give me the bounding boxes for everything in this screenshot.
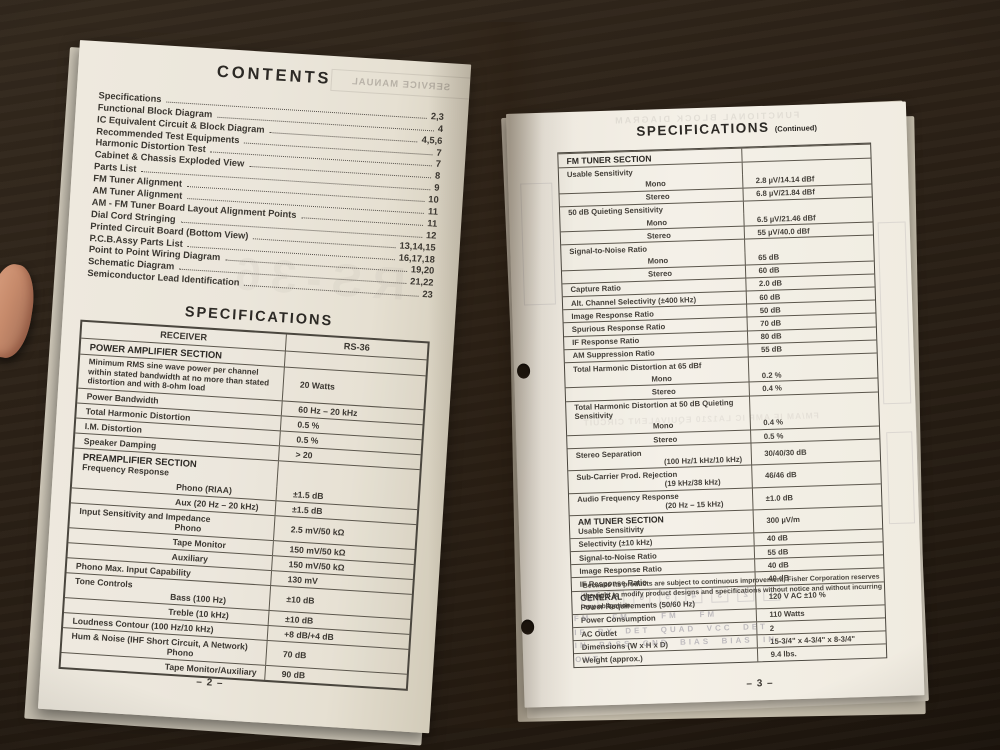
toc-page-number: 10 xyxy=(428,194,439,205)
ghost-diagram-box xyxy=(886,431,916,525)
toc-page-number: 23 xyxy=(422,289,434,300)
toc-dot-leader xyxy=(244,285,419,297)
left-page: SERVICE MANUAL RS-36 CONTENTS Specificat… xyxy=(37,40,472,734)
punch-hole xyxy=(516,363,531,379)
title-text: SPECIFICATIONS xyxy=(636,119,770,139)
toc-page-number: 9 xyxy=(433,182,440,194)
ghost-diagram-box xyxy=(520,182,557,306)
row-value: 0.5 % xyxy=(296,434,319,446)
toc-page-number: 11 xyxy=(427,206,439,217)
row-value: 70 dB xyxy=(760,318,782,329)
ghost-pin-number: 5 xyxy=(659,588,677,605)
receiver-spec-table: RECEIVER RS-36 POWER AMPLIFIER SECTION Mi… xyxy=(58,319,430,691)
row-value: 60 dB xyxy=(759,292,781,302)
toc-page-number: 2,3 xyxy=(430,111,445,122)
row-value: 150 mV/50 kΩ xyxy=(288,558,345,573)
thumb-holding-page xyxy=(0,261,40,361)
row-value: 70 dB xyxy=(282,648,307,661)
row-value: 300 µV/m xyxy=(766,515,801,526)
page-number: – 3 – xyxy=(746,677,774,690)
row-value: 55 µV/40.0 dBf xyxy=(757,226,810,237)
row-value: 30/40/30 dB xyxy=(764,447,807,459)
row-value: +8 dB/+4 dB xyxy=(283,628,335,642)
row-value: 0.2 % xyxy=(761,370,782,380)
ghost-diagram-box xyxy=(877,221,912,405)
row-value: ±1.5 dB xyxy=(292,488,324,501)
row-value: 150 mV/50 kΩ xyxy=(289,543,346,558)
title-suffix: (Continued) xyxy=(774,123,818,134)
row-value: 40 dB xyxy=(766,533,789,544)
row-value: 0.5 % xyxy=(763,430,784,441)
row-value: 65 dB xyxy=(758,252,780,263)
toc-page-number: 7 xyxy=(436,147,442,158)
ghost-pin-number: 1 xyxy=(762,585,781,602)
specifications-continued-title: SPECIFICATIONS (Continued) xyxy=(561,116,891,141)
row-value: 50 dB xyxy=(759,305,781,315)
ghost-pin-number: 7 xyxy=(607,590,625,607)
row-value: 20 Watts xyxy=(299,379,336,392)
ghost-pin-number: 4 xyxy=(684,588,703,604)
row-value: 2.0 dB xyxy=(758,278,783,289)
toc-page-number: 11 xyxy=(427,218,438,229)
row-value: ±10 dB xyxy=(284,613,314,626)
row-value: ±1.5 dB xyxy=(291,503,323,516)
row-value: 0.4 % xyxy=(763,417,784,428)
punch-hole xyxy=(520,619,535,635)
row-value: 90 dB xyxy=(281,668,306,681)
toc-page-number: 4,5,6 xyxy=(421,134,443,146)
row-value: 130 mV xyxy=(287,573,319,586)
row-value: 0.5 % xyxy=(297,419,320,431)
row-value: 80 dB xyxy=(760,331,782,342)
row-value: 6.8 µV/21.84 dBf xyxy=(756,187,815,199)
ghost-pin-number: 8 xyxy=(581,591,599,607)
toc-page-number: 7 xyxy=(435,159,442,170)
row-value: 55 dB xyxy=(760,344,783,355)
ghost-pin-number: 3 xyxy=(710,587,729,603)
row-value: ±1.0 dB xyxy=(765,492,794,503)
ghost-ic-pin-labels: FM FM FM FM IF BY DET QUAD VCC DET IN PASS… xyxy=(574,604,836,666)
row-value: 2.5 mV/50 kΩ xyxy=(290,523,345,538)
row-value: 0.4 % xyxy=(762,383,783,394)
row-value: 2.8 µV/14.14 dBf xyxy=(755,174,815,186)
row-value: 55 dB xyxy=(767,547,789,557)
toc-page-number: 21,22 xyxy=(409,276,434,289)
toc-page-number: 8 xyxy=(434,170,441,182)
toc-page-number: 4 xyxy=(437,123,444,134)
toc-page-number: 19,20 xyxy=(410,264,435,277)
row-value: 60 dB xyxy=(758,265,780,276)
row-value: > 20 xyxy=(295,449,313,461)
right-page: FUNCTIONAL BLOCK DIAGRAM FM/AM IF AMP IC… xyxy=(506,101,925,708)
ghost-pin-number: 6 xyxy=(633,589,651,606)
row-value: 6.5 µV/21.46 dBf xyxy=(756,212,816,224)
row-value: 46/46 dB xyxy=(764,470,797,481)
row-value: 40 dB xyxy=(767,560,789,570)
toc-page-number: 12 xyxy=(425,229,437,241)
row-value: ±10 dB xyxy=(286,593,315,606)
ghost-pin-number: 2 xyxy=(736,586,755,602)
table-of-contents: Specifications 2,3 Functional Block Diagra… xyxy=(87,88,444,300)
